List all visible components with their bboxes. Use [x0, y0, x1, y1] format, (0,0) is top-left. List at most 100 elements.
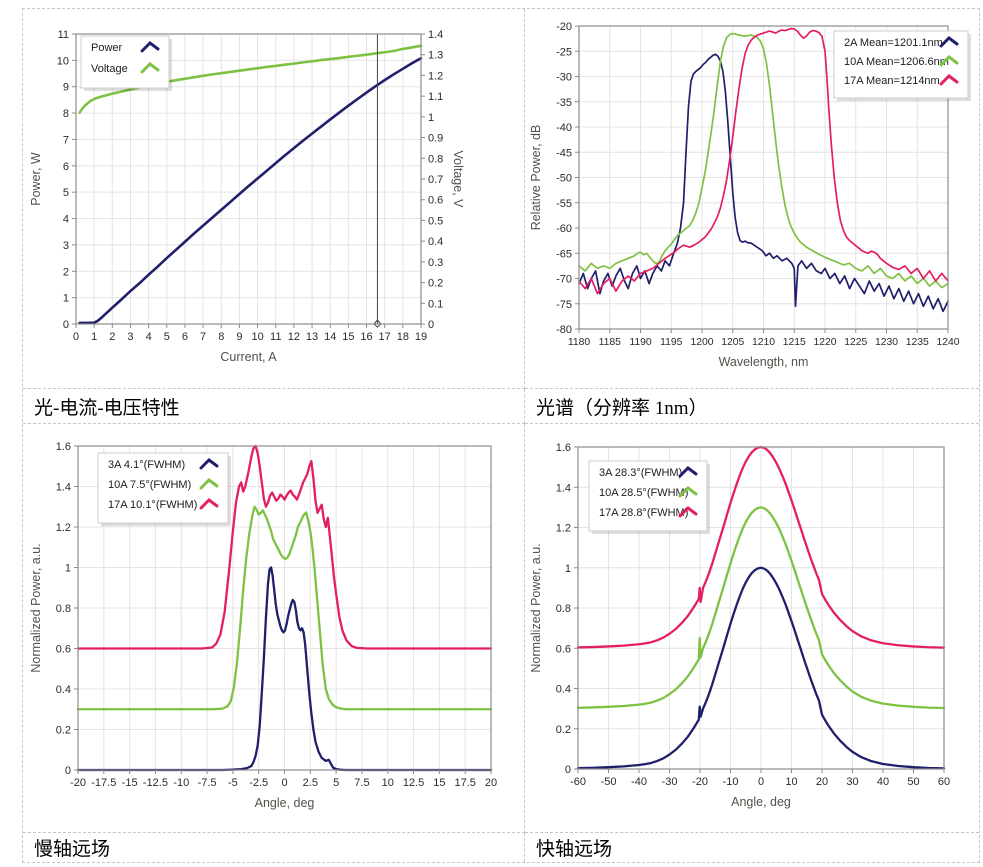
svg-text:4: 4 — [146, 331, 152, 343]
svg-text:14: 14 — [324, 331, 336, 343]
svg-text:1.2: 1.2 — [428, 70, 443, 82]
legend-label: 17A 28.8°(FWHM) — [599, 507, 688, 519]
axes-labels: 1180 1185 1190 1195 1200 1205 1210 1215 1220 1225… — [529, 21, 960, 369]
svg-text:12: 12 — [288, 331, 300, 343]
svg-text:-55: -55 — [556, 198, 572, 210]
svg-text:1.2: 1.2 — [556, 523, 571, 535]
svg-text:0.4: 0.4 — [56, 684, 71, 696]
svg-text:-40: -40 — [631, 776, 647, 788]
axes-labels: 0 1 2 3 4 5 6 7 8 9 10 11 12 13 14 15 16 17 18 190123456789… — [29, 29, 465, 364]
svg-text:-60: -60 — [570, 776, 586, 788]
svg-text:-10: -10 — [173, 777, 189, 789]
svg-text:0.2: 0.2 — [428, 278, 443, 290]
svg-text:-15: -15 — [122, 777, 138, 789]
svg-text:1235: 1235 — [906, 337, 929, 348]
legend-label: Power — [91, 42, 123, 54]
svg-text:2.5: 2.5 — [303, 777, 318, 789]
series-spectrum-10A — [578, 32, 949, 289]
svg-text:1.6: 1.6 — [556, 442, 571, 454]
y2-axis-title: Voltage, V — [451, 151, 465, 209]
svg-text:1.4: 1.4 — [56, 482, 71, 494]
chart-cell-spectrum: 1180 1185 1190 1195 1200 1205 1210 1215 1220 1225… — [525, 9, 979, 389]
legend-marker-icon — [678, 466, 698, 478]
svg-text:8: 8 — [63, 108, 69, 120]
svg-text:1: 1 — [428, 112, 434, 124]
svg-text:-50: -50 — [601, 776, 617, 788]
svg-text:4: 4 — [63, 214, 69, 226]
svg-text:0: 0 — [73, 331, 79, 343]
svg-text:19: 19 — [415, 331, 427, 343]
svg-text:6: 6 — [182, 331, 188, 343]
svg-text:5: 5 — [164, 331, 170, 343]
svg-text:0.6: 0.6 — [428, 195, 443, 207]
svg-text:9: 9 — [63, 82, 69, 94]
svg-text:1200: 1200 — [690, 337, 713, 348]
svg-text:-80: -80 — [556, 324, 572, 336]
svg-text:50: 50 — [907, 776, 919, 788]
legend-label: 2A Mean=1201.1nm — [844, 37, 943, 49]
legend: 3A 4.1°(FWHM) 10A 7.5°(FWHM) 17A 10.1°(FWH… — [97, 452, 231, 526]
legend-label: Voltage — [91, 63, 128, 75]
svg-text:0.1: 0.1 — [428, 298, 443, 310]
legend-marker-icon — [140, 62, 160, 74]
svg-text:1220: 1220 — [813, 337, 836, 348]
svg-text:1: 1 — [565, 563, 571, 575]
svg-text:-75: -75 — [556, 299, 572, 311]
legend: 3A 28.3°(FWHM) 10A 28.5°(FWHM) 17A 28.8°(F… — [588, 460, 710, 534]
svg-text:16: 16 — [360, 331, 372, 343]
svg-text:-30: -30 — [556, 72, 572, 84]
svg-text:0.2: 0.2 — [56, 725, 71, 737]
svg-text:1180: 1180 — [568, 337, 591, 348]
svg-text:0.6: 0.6 — [56, 644, 71, 656]
legend-marker-icon — [199, 458, 219, 470]
svg-text:30: 30 — [846, 776, 858, 788]
svg-text:15: 15 — [342, 331, 354, 343]
legend-marker-icon — [199, 478, 219, 490]
svg-text:0.5: 0.5 — [428, 215, 443, 227]
svg-text:0.2: 0.2 — [556, 724, 571, 736]
legend-marker-icon — [939, 74, 959, 86]
svg-text:1205: 1205 — [721, 337, 744, 348]
svg-text:-50: -50 — [556, 173, 572, 185]
caption-liv-text: 光-电流-电压特性 — [34, 397, 180, 419]
svg-text:17.5: 17.5 — [454, 777, 475, 789]
series-slow_axis-17A — [76, 444, 493, 650]
svg-text:11: 11 — [58, 29, 69, 41]
svg-text:10: 10 — [785, 776, 797, 788]
svg-text:-40: -40 — [556, 122, 572, 134]
series-liv-Voltage — [78, 44, 423, 115]
cursor-line[interactable] — [373, 34, 382, 328]
y-axis-title: Power, W — [29, 152, 43, 206]
svg-text:-65: -65 — [556, 248, 572, 260]
svg-text:-12.5: -12.5 — [143, 777, 168, 789]
svg-text:1230: 1230 — [875, 337, 898, 348]
svg-text:1195: 1195 — [660, 337, 683, 348]
charts-table: 0 1 2 3 4 5 6 7 8 9 10 11 12 13 14 15 16 17 18 19 0 1 2 3 4 5 6 7 8 9… — [22, 8, 980, 863]
svg-text:-20: -20 — [556, 21, 572, 33]
svg-text:7: 7 — [63, 134, 69, 146]
caption-fast-axis: 快轴远场 — [525, 833, 979, 862]
svg-text:2: 2 — [63, 266, 69, 278]
legend-marker-icon — [678, 486, 698, 498]
legend: Power Voltage — [80, 35, 172, 91]
svg-text:0.8: 0.8 — [428, 153, 443, 165]
svg-text:-35: -35 — [556, 97, 572, 109]
caption-liv: 光-电流-电压特性 — [23, 389, 525, 424]
svg-text:1240: 1240 — [936, 337, 959, 348]
svg-text:-30: -30 — [662, 776, 678, 788]
svg-text:-20: -20 — [70, 777, 86, 789]
svg-text:10: 10 — [382, 777, 394, 789]
svg-text:3: 3 — [127, 331, 133, 343]
series-spectrum-2A — [578, 53, 949, 313]
svg-text:-70: -70 — [556, 274, 572, 286]
svg-text:9: 9 — [236, 331, 242, 343]
legend: 2A Mean=1201.1nm 10A Mean=1206.6nm 17A Mea… — [833, 30, 971, 101]
legend-label: 17A Mean=1214nm — [844, 75, 940, 87]
svg-text:0.4: 0.4 — [556, 684, 571, 696]
svg-text:-20: -20 — [692, 776, 708, 788]
x-axis-title: Wavelength, nm — [719, 355, 809, 369]
svg-text:-5: -5 — [228, 777, 238, 789]
svg-text:1: 1 — [91, 331, 97, 343]
svg-text:1215: 1215 — [783, 337, 806, 348]
svg-text:0.8: 0.8 — [556, 603, 571, 615]
